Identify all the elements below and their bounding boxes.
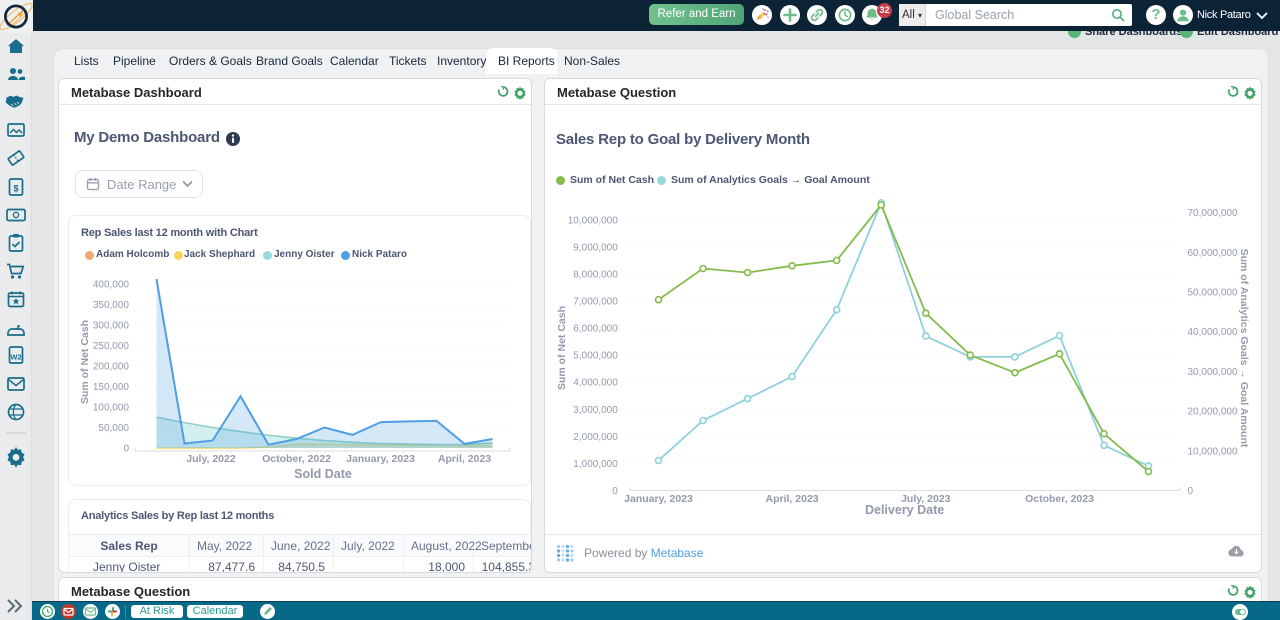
svg-text:20,000,000: 20,000,000 (1188, 407, 1238, 418)
svg-text:50,000,000: 50,000,000 (1188, 288, 1238, 299)
svg-text:9,000,000: 9,000,000 (573, 242, 618, 253)
svg-text:0: 0 (1188, 486, 1194, 497)
svg-text:70,000,000: 70,000,000 (1188, 208, 1238, 219)
svg-text:October, 2022: October, 2022 (262, 453, 331, 465)
svg-text:30,000,000: 30,000,000 (1188, 367, 1238, 378)
svg-text:0: 0 (612, 486, 618, 497)
svg-text:Delivery Date: Delivery Date (865, 503, 944, 517)
svg-text:8,000,000: 8,000,000 (573, 269, 618, 280)
svg-text:50,000: 50,000 (98, 423, 129, 434)
svg-text:July, 2022: July, 2022 (186, 453, 236, 465)
svg-text:2,000,000: 2,000,000 (573, 432, 618, 443)
svg-text:6,000,000: 6,000,000 (573, 324, 618, 335)
svg-text:300,000: 300,000 (93, 321, 130, 332)
svg-text:200,000: 200,000 (93, 362, 130, 373)
svg-text:January, 2023: January, 2023 (346, 453, 415, 465)
svg-text:150,000: 150,000 (93, 382, 130, 393)
svg-text:W2: W2 (10, 353, 21, 362)
svg-text:100,000: 100,000 (93, 403, 130, 414)
svg-text:April, 2023: April, 2023 (438, 453, 491, 465)
svg-text:400,000: 400,000 (93, 280, 130, 291)
svg-text:April, 2023: April, 2023 (766, 493, 819, 505)
svg-text:5,000,000: 5,000,000 (573, 351, 618, 362)
svg-text:October, 2023: October, 2023 (1025, 493, 1094, 505)
svg-text:10,000,000: 10,000,000 (568, 215, 618, 226)
svg-text:Sum of Net Cash: Sum of Net Cash (556, 306, 568, 390)
svg-text:60,000,000: 60,000,000 (1188, 248, 1238, 259)
svg-text:10,000,000: 10,000,000 (1188, 446, 1238, 457)
svg-text:4,000,000: 4,000,000 (573, 378, 618, 389)
svg-text:0: 0 (123, 444, 129, 455)
svg-text:1,000,000: 1,000,000 (573, 459, 618, 470)
svg-text:40,000,000: 40,000,000 (1188, 327, 1238, 338)
svg-text:Sold Date: Sold Date (294, 467, 352, 481)
svg-text:250,000: 250,000 (93, 341, 130, 352)
svg-text:3,000,000: 3,000,000 (573, 405, 618, 416)
svg-text:Sum of Analytics Goals → Goal: Sum of Analytics Goals → Goal Amount (1238, 249, 1250, 448)
svg-text:Sum of Net Cash: Sum of Net Cash (79, 320, 91, 404)
svg-text:7,000,000: 7,000,000 (573, 297, 618, 308)
svg-text:350,000: 350,000 (93, 300, 130, 311)
svg-text:July, 2023: July, 2023 (901, 493, 951, 505)
svg-text:$: $ (13, 184, 18, 194)
svg-text:January, 2023: January, 2023 (624, 493, 693, 505)
